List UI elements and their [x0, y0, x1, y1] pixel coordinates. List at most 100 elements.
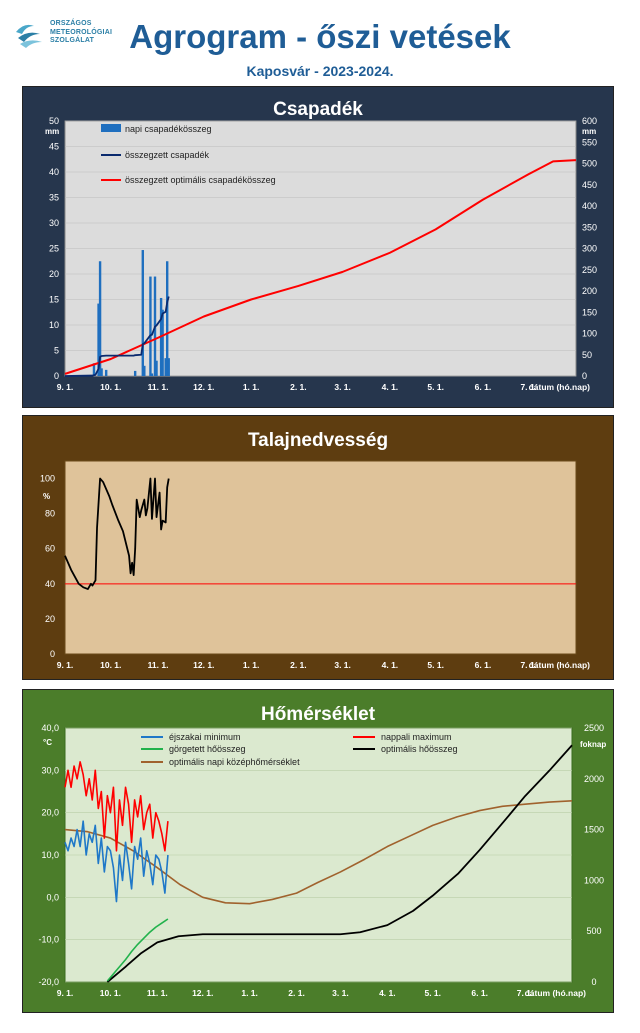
x-tick-label: 12. 1.: [193, 660, 214, 670]
x-tick-label: 11. 1.: [148, 382, 169, 392]
x-tick-label: 5. 1.: [427, 660, 444, 670]
x-tick-label: 3. 1.: [334, 382, 351, 392]
optimal-cumulative-line: [64, 159, 577, 375]
precip-bar: [98, 261, 102, 376]
plot-area: [64, 460, 577, 655]
y-tick-label: 100: [40, 474, 55, 484]
precip-bar: [155, 360, 158, 376]
x-tick-label: 7. 1.: [520, 382, 537, 392]
x-tick-label: 9. 1.: [57, 660, 74, 670]
legend-label: összegzett optimális csapadékösszeg: [125, 175, 276, 185]
precip-bar: [100, 368, 103, 376]
legend-label: éjszakai minimum: [169, 732, 241, 742]
temperature-title: Hőmérséklet: [260, 704, 376, 725]
y-left-tick-label: 20,0: [41, 808, 59, 818]
x-tick-label: 6. 1.: [475, 382, 492, 392]
x-tick-label: 6. 1.: [471, 988, 488, 998]
logo-text: ORSZÁGOS METEOROLÓGIAI SZOLGÁLAT: [50, 20, 112, 46]
x-tick-label: 2. 1.: [288, 988, 305, 998]
y-left-tick-label: 35: [49, 193, 59, 203]
y-right-tick-label: 400: [582, 201, 597, 211]
x-tick-label: 11. 1.: [147, 988, 168, 998]
y-right-unit: mm: [582, 127, 596, 136]
y-left-tick-label: 40,0: [41, 723, 59, 733]
precip-bar: [149, 276, 152, 376]
y-right-unit: foknap: [580, 740, 606, 749]
x-tick-label: 12. 1.: [192, 988, 213, 998]
soil-moisture-title: Talajnedvesség: [247, 430, 389, 451]
y-left-tick-label: 0: [54, 371, 59, 381]
omsz-logo: ORSZÁGOS METEOROLÓGIAI SZOLGÁLAT: [12, 18, 122, 54]
y-right-tick-label: 600: [582, 116, 597, 126]
y-tick-label: 0: [50, 649, 55, 659]
precip-bar: [166, 261, 169, 376]
y-right-tick-label: 1000: [584, 875, 604, 885]
x-tick-label: 5. 1.: [424, 988, 441, 998]
y-left-tick-label: 10: [49, 320, 59, 330]
legend-label: összegzett csapadék: [125, 150, 210, 160]
precip-bar: [141, 250, 144, 376]
y-left-tick-label: 5: [54, 346, 59, 356]
y-right-tick-label: 500: [582, 159, 597, 169]
y-unit: %: [43, 492, 50, 501]
y-tick-label: 20: [45, 614, 55, 624]
precipitation-panel: Csapadék 9. 1. 10. 1. 11. 1. 12. 1. 1. 1. 2. …: [22, 86, 614, 408]
soil-moisture-chart: 9. 1. 10. 1. 11. 1. 12. 1. 1. 1. 2. 1. 3. 1. 4.…: [40, 460, 590, 670]
precip-bar: [104, 369, 108, 376]
y-right-tick-label: 2500: [584, 723, 604, 733]
precipitation-chart: 9. 1. 10. 1. 11. 1. 12. 1. 1. 1. 2. 1. 3. 1. 4.…: [45, 116, 597, 392]
y-right-tick-label: 500: [586, 926, 601, 936]
y-right-tick-label: 350: [582, 222, 597, 232]
rolling-heat-sum-line: [106, 918, 169, 982]
cumulative-precip-line: [64, 296, 170, 377]
y-tick-label: 80: [45, 509, 55, 519]
y-right-tick-label: 200: [582, 286, 597, 296]
logo-line: SZOLGÁLAT: [50, 37, 95, 45]
x-tick-label: 10. 1.: [100, 382, 121, 392]
x-axis-label: dátum (hó.nap): [525, 988, 587, 998]
y-left-tick-label: 10,0: [41, 850, 59, 860]
x-tick-label: 3. 1.: [332, 988, 349, 998]
x-tick-label: 10. 1.: [100, 660, 121, 670]
y-right-tick-label: 250: [582, 265, 597, 275]
page-subtitle: Kaposvár - 2023-2024.: [246, 63, 394, 79]
day-max-line: [64, 761, 169, 852]
y-right-tick-label: 150: [582, 307, 597, 317]
x-tick-label: 2. 1.: [290, 660, 307, 670]
precip-bar: [150, 373, 154, 376]
x-tick-label: 5. 1.: [427, 382, 444, 392]
precip-bar: [161, 309, 164, 376]
x-tick-label: 4. 1.: [382, 660, 399, 670]
x-tick-label: 12. 1.: [193, 382, 214, 392]
y-right-tick-label: 100: [582, 329, 597, 339]
legend-swatch-daily: [101, 124, 121, 132]
x-tick-label: 4. 1.: [382, 382, 399, 392]
y-left-tick-label: 30,0: [41, 765, 59, 775]
x-tick-label: 7. 1.: [520, 660, 537, 670]
x-tick-label: 3. 1.: [334, 660, 351, 670]
page-title: Agrogram - őszi vetések: [129, 18, 511, 55]
y-left-unit: mm: [45, 127, 59, 136]
y-right-tick-label: 2000: [584, 774, 604, 784]
x-tick-label: 1. 1.: [243, 382, 260, 392]
legend-label: optimális hőösszeg: [381, 744, 458, 754]
precip-bar: [133, 370, 137, 376]
y-left-tick-label: 30: [49, 218, 59, 228]
precip-bar: [97, 303, 100, 376]
logo-line: METEOROLÓGIAI: [50, 28, 113, 36]
y-left-tick-label: 45: [49, 142, 59, 152]
night-min-line: [64, 820, 169, 903]
x-tick-label: 9. 1.: [57, 382, 74, 392]
y-right-tick-label: 450: [582, 180, 597, 190]
y-right-tick-label: 550: [582, 137, 597, 147]
soil-moisture-panel: Talajnedvesség 9. 1. 10. 1. 11. 1. 12. 1. 1.…: [22, 415, 614, 680]
precip-bar: [164, 358, 167, 376]
x-axis-label: dátum (hó.nap): [529, 382, 591, 392]
x-tick-label: 6. 1.: [475, 660, 492, 670]
y-tick-label: 60: [45, 544, 55, 554]
optimal-heat-sum-line: [106, 744, 573, 983]
legend-label: optimális napi középhőmérséklet: [169, 757, 300, 767]
y-left-tick-label: 20: [49, 269, 59, 279]
y-left-tick-label: 0,0: [46, 892, 59, 902]
x-tick-label: 10. 1.: [100, 988, 121, 998]
